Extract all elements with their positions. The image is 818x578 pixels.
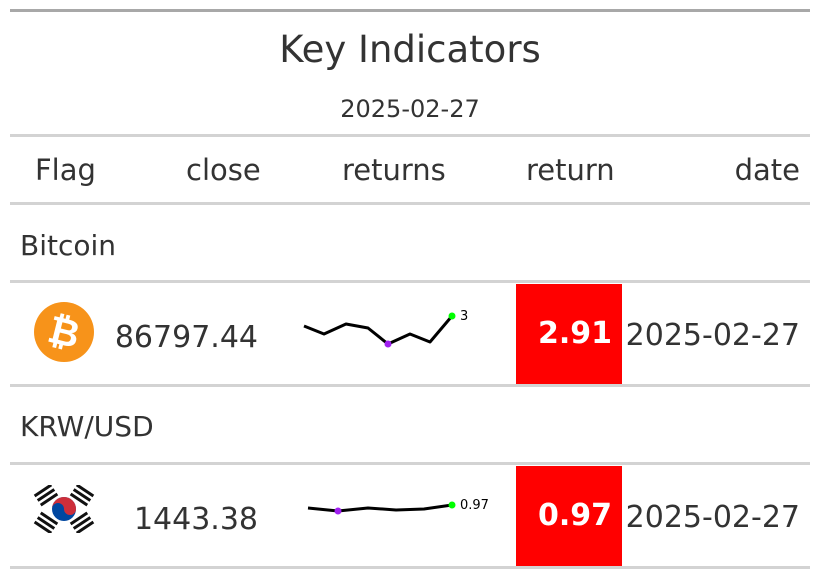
group-rule xyxy=(10,462,810,465)
close-value: 1443.38 xyxy=(133,502,258,537)
date-value: 2025-02-27 xyxy=(625,318,800,353)
column-header-return: return xyxy=(526,153,615,187)
south-korea-flag-icon xyxy=(32,485,96,533)
row-group-label: KRW/USD xyxy=(20,410,154,443)
spark-end-point xyxy=(448,312,456,320)
spark-end-point xyxy=(448,501,456,509)
header-top-rule xyxy=(10,134,810,137)
header-bottom-rule xyxy=(10,202,810,205)
close-value: 86797.44 xyxy=(114,320,258,355)
bitcoin-logo-icon: ₿ xyxy=(34,302,94,362)
returns-sparkline: 3 xyxy=(303,309,468,348)
column-header-flag: Flag xyxy=(35,153,96,187)
group-rule xyxy=(10,280,810,283)
table-title: Key Indicators xyxy=(279,28,541,71)
date-value: 2025-02-27 xyxy=(625,500,800,535)
column-header-close: close xyxy=(186,153,261,187)
column-header-returns: returns xyxy=(342,153,446,187)
return-value: 0.97 xyxy=(537,498,612,533)
returns-sparkline: 0.97 xyxy=(307,498,489,515)
spark-end-label: 3 xyxy=(460,309,468,324)
spark-min-point xyxy=(384,340,392,348)
return-cell: 0.97 xyxy=(516,466,622,566)
spark-min-point xyxy=(334,507,342,515)
row-group-label: Bitcoin xyxy=(20,229,117,262)
table-subtitle: 2025-02-27 xyxy=(340,95,480,123)
table-top-border xyxy=(10,9,810,12)
row-rule xyxy=(10,384,810,387)
return-cell: 2.91 xyxy=(516,284,622,384)
table-bottom-rule xyxy=(10,566,810,569)
return-value: 2.91 xyxy=(537,316,612,351)
column-header-date: date xyxy=(734,153,800,187)
spark-end-label: 0.97 xyxy=(460,498,489,513)
